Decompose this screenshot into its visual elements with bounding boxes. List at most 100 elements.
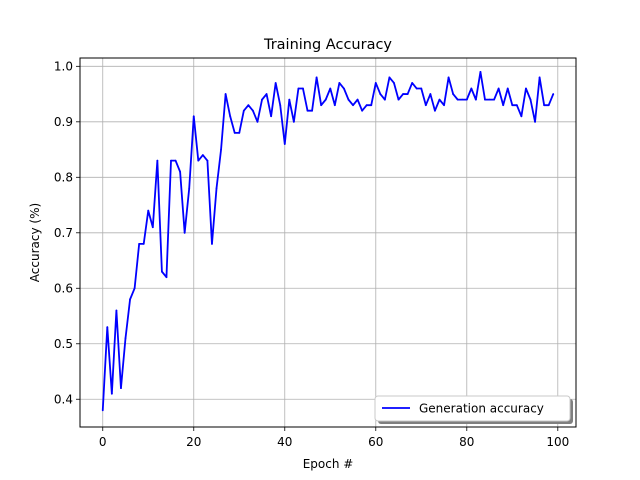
data-point — [429, 93, 432, 95]
data-point — [147, 209, 150, 212]
data-point — [402, 93, 404, 95]
data-point — [543, 104, 546, 107]
data-point — [484, 98, 486, 101]
data-point — [242, 109, 245, 112]
data-point — [133, 287, 136, 290]
x-axis-label: Epoch # — [303, 457, 354, 471]
data-point — [224, 93, 227, 95]
y-axis-label: Accuracy (%) — [28, 203, 42, 282]
data-point — [161, 270, 163, 273]
data-point — [151, 226, 154, 229]
legend-box — [374, 395, 571, 422]
data-point — [374, 82, 377, 84]
data-point — [488, 98, 491, 101]
x-axis-ticks: 0 20 40 60 80 100 — [99, 427, 569, 449]
data-point — [365, 104, 368, 107]
data-point — [129, 298, 131, 301]
data-point — [188, 187, 191, 190]
data-point — [288, 98, 291, 101]
y-axis-ticks: 0.4 0.5 0.6 0.7 0.8 0.9 1.0 — [54, 60, 80, 407]
data-point — [238, 132, 241, 134]
data-point — [252, 109, 254, 112]
x-tick-label: 60 — [368, 435, 383, 449]
data-point — [411, 82, 414, 84]
data-point — [233, 132, 236, 134]
data-point — [465, 98, 468, 101]
data-point — [115, 309, 118, 312]
x-tick-label: 100 — [546, 435, 569, 449]
x-tick-label: 20 — [186, 435, 201, 449]
y-tick-label: 0.5 — [54, 337, 73, 351]
data-point — [101, 409, 104, 412]
data-point — [142, 242, 145, 245]
data-point — [274, 82, 277, 84]
data-point — [256, 120, 259, 123]
data-point — [352, 104, 354, 107]
data-point — [443, 104, 445, 107]
data-point — [170, 159, 172, 162]
data-point — [538, 76, 541, 79]
data-point — [320, 104, 323, 107]
data-point — [297, 87, 300, 90]
plot-frame — [79, 57, 577, 428]
data-point — [520, 115, 523, 118]
data-point — [215, 187, 218, 190]
data-point — [283, 143, 286, 145]
data-point — [247, 104, 250, 107]
data-point — [552, 93, 555, 95]
data-point — [206, 159, 209, 162]
data-point — [265, 93, 268, 95]
y-tick-label: 0.8 — [54, 171, 73, 185]
data-point — [393, 82, 395, 84]
data-point — [370, 104, 373, 107]
data-point — [183, 231, 186, 234]
grid — [80, 58, 576, 427]
data-point — [197, 159, 200, 162]
data-point — [261, 98, 263, 101]
data-point — [306, 109, 309, 112]
data-point — [525, 87, 527, 90]
data-point — [106, 326, 109, 329]
data-point — [211, 242, 213, 245]
data-point — [447, 76, 450, 79]
data-point — [165, 276, 168, 279]
data-point — [302, 87, 304, 90]
data-point — [397, 98, 400, 101]
data-point — [534, 120, 536, 123]
data-point — [315, 76, 318, 79]
data-point — [406, 93, 409, 95]
data-point — [333, 104, 336, 107]
data-point — [461, 98, 464, 101]
data-point — [506, 87, 509, 90]
data-point — [120, 387, 122, 390]
data-point — [388, 76, 391, 79]
data-point — [270, 115, 273, 118]
data-point — [324, 98, 327, 101]
data-point — [279, 104, 282, 107]
data-point — [470, 87, 473, 90]
y-tick-label: 0.7 — [54, 226, 73, 240]
data-point — [110, 392, 113, 395]
data-point — [174, 159, 177, 162]
series-line-0 — [101, 70, 555, 411]
data-point — [474, 98, 477, 101]
data-point — [338, 82, 341, 84]
data-point — [356, 98, 359, 101]
data-point — [415, 87, 418, 90]
data-point — [456, 98, 459, 101]
chart-title: Training Accuracy — [263, 37, 392, 53]
data-point — [179, 170, 182, 173]
data-point — [201, 154, 204, 157]
y-tick-label: 0.6 — [54, 282, 73, 296]
series-lines — [101, 70, 555, 412]
y-tick-label: 0.9 — [54, 115, 73, 129]
data-point — [502, 104, 505, 107]
data-point — [343, 87, 345, 90]
data-point — [515, 104, 518, 107]
legend: Generation accuracy — [374, 395, 573, 424]
data-point — [138, 242, 141, 245]
data-point — [529, 98, 532, 101]
data-point — [192, 115, 195, 118]
data-point — [383, 98, 386, 101]
